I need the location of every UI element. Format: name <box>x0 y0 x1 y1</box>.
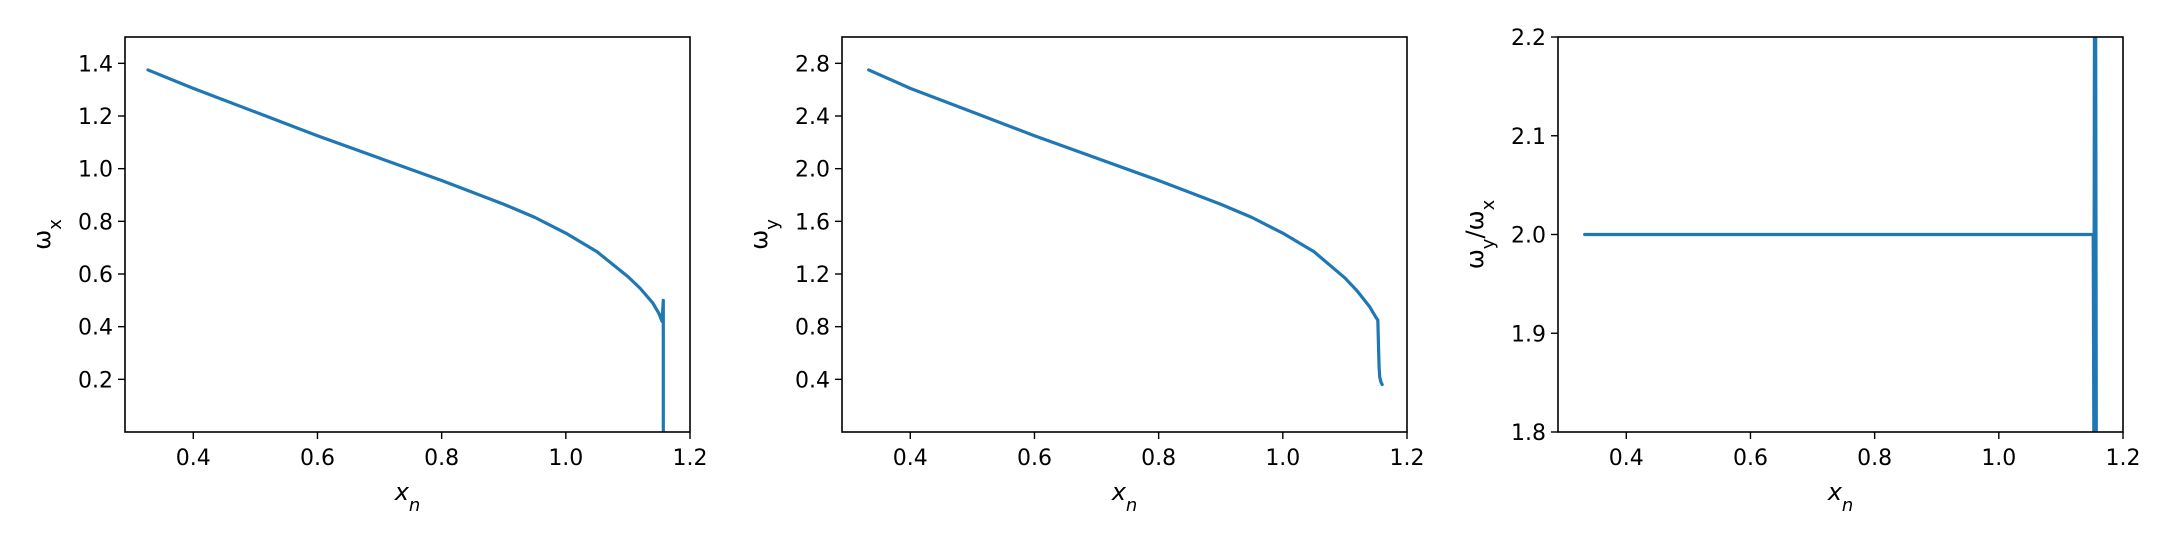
y-tick-label: 0.4 <box>78 316 113 341</box>
x-tick-label: 1.0 <box>548 446 583 471</box>
y-tick-label: 1.9 <box>1511 322 1546 347</box>
y-tick-label: 0.4 <box>795 368 830 393</box>
y-tick-label: 2.4 <box>795 105 830 130</box>
y-tick-label: 1.0 <box>78 158 113 183</box>
x-tick-label: 0.6 <box>300 446 335 471</box>
chart-panel-2: 0.4 0.6 0.8 1.0 1.2 0.4 0.8 1.2 1.6 2.0 2.4 2.8 xn ωy <box>745 36 1425 516</box>
x-tick-label: 1.0 <box>1265 446 1300 471</box>
x-tick-label: 0.8 <box>424 446 459 471</box>
axes-frame <box>124 36 691 433</box>
x-tick-label: 0.8 <box>1857 446 1892 471</box>
series-line-2-1 <box>867 68 1384 387</box>
chart-panel-1: 0.4 0.6 0.8 1.0 1.2 0.2 0.4 0.6 0.8 1.0 1.2 1.4 xn ωx <box>28 36 708 516</box>
y-tick-label: 2.1 <box>1511 125 1546 150</box>
y-axis-label: ωy/ωx <box>1461 199 1499 269</box>
y-tick-label: 2.2 <box>1511 26 1546 51</box>
series-line-3-1 <box>1583 37 2098 432</box>
x-tick-label: 0.4 <box>893 446 928 471</box>
y-axis-label: ωy <box>745 219 783 250</box>
y-tick-label: 2.0 <box>1511 224 1546 249</box>
y-tick-label: 1.4 <box>78 52 113 77</box>
chart-panel-3: 0.4 0.6 0.8 1.0 1.2 1.8 1.9 2.0 2.1 2.2 xn ωy/ωx <box>1461 26 2141 516</box>
y-tick-label: 1.8 <box>1511 421 1546 446</box>
y-tick-label: 1.2 <box>78 105 113 130</box>
x-axis-label: xn <box>1827 478 1854 516</box>
y-tick-label: 0.8 <box>78 210 113 235</box>
x-tick-label: 0.6 <box>1733 446 1768 471</box>
x-tick-label: 1.0 <box>1981 446 2016 471</box>
y-tick-label: 0.8 <box>795 316 830 341</box>
x-tick-label: 0.4 <box>1609 446 1644 471</box>
x-axis-label: xn <box>1111 478 1138 516</box>
x-tick-label: 1.2 <box>673 446 708 471</box>
axes-frame <box>841 36 1408 433</box>
y-tick-label: 0.2 <box>78 368 113 393</box>
y-tick-label: 0.6 <box>78 263 113 288</box>
y-tick-label: 1.2 <box>795 263 830 288</box>
y-tick-label: 1.6 <box>795 210 830 235</box>
y-tick-label: 2.8 <box>795 52 830 77</box>
x-tick-label: 1.2 <box>1390 446 1425 471</box>
y-tick-label: 2.0 <box>795 158 830 183</box>
x-tick-label: 0.8 <box>1141 446 1176 471</box>
series-line-1-1 <box>146 68 665 432</box>
x-tick-label: 0.6 <box>1017 446 1052 471</box>
x-tick-label: 1.2 <box>2106 446 2141 471</box>
x-tick-label: 0.4 <box>176 446 211 471</box>
y-axis-label: ωx <box>28 219 66 250</box>
x-axis-label: xn <box>394 478 421 516</box>
